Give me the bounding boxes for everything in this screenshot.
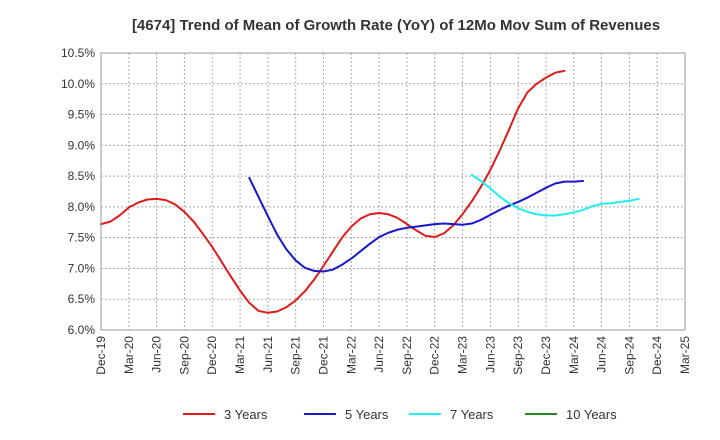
x-tick-label: Jun-20: [150, 336, 164, 373]
x-tick-label: Sep-20: [177, 336, 191, 375]
y-tick-label: 9.5%: [68, 108, 96, 122]
legend-label: 10 Years: [566, 407, 617, 422]
legend-label: 3 Years: [224, 407, 268, 422]
y-tick-label: 7.5%: [68, 231, 96, 245]
y-tick-label: 8.0%: [68, 200, 96, 214]
x-tick-label: Dec-21: [316, 336, 330, 375]
legend: 3 Years 5 Years 7 Years 10 Years: [183, 407, 617, 422]
y-tick-label: 10.0%: [61, 77, 95, 91]
x-tick-label: Dec-23: [539, 336, 553, 375]
y-tick-label: 6.5%: [68, 292, 96, 306]
x-tick-label: Sep-23: [511, 336, 525, 375]
x-tick-label: Mar-20: [122, 336, 136, 374]
y-tick-label: 7.0%: [68, 261, 96, 275]
series-line-3-years: [100, 69, 566, 314]
x-tick-label: Dec-20: [205, 336, 219, 375]
grid: [100, 52, 686, 331]
x-tick-label: Mar-24: [567, 336, 581, 374]
x-tick-label: Dec-19: [94, 336, 108, 375]
chart-title: [4674] Trend of Mean of Growth Rate (YoY…: [132, 17, 660, 34]
x-tick-label: Jun-24: [595, 336, 609, 373]
series-lines: [100, 69, 640, 314]
x-tick-label: Mar-25: [678, 336, 692, 374]
x-tick-label: Mar-21: [233, 336, 247, 374]
series-line-7-years: [470, 173, 640, 217]
y-tick-label: 9.0%: [68, 138, 96, 152]
x-tick-label: Sep-22: [400, 336, 414, 375]
x-tick-label: Sep-24: [622, 336, 636, 375]
x-tick-label: Jun-22: [372, 336, 386, 373]
legend-label: 7 Years: [450, 407, 494, 422]
x-tick-label: Sep-21: [289, 336, 303, 375]
x-tick-label: Dec-22: [428, 336, 442, 375]
plot-frame: [100, 52, 686, 331]
legend-label: 5 Years: [345, 407, 389, 422]
x-tick-label: Jun-21: [261, 336, 275, 373]
y-tick-label: 8.5%: [68, 169, 96, 183]
y-axis-ticks: 6.0% 6.5% 7.0% 7.5% 8.0% 8.5% 9.0% 9.5% 10.0% 10.…: [61, 46, 95, 337]
x-tick-label: Mar-22: [344, 336, 358, 374]
x-tick-label: Mar-23: [456, 336, 470, 374]
x-tick-label: Dec-24: [650, 336, 664, 375]
x-axis-ticks: Dec-19 Mar-20 Jun-20 Sep-20 Dec-20 Mar-21 Jun-…: [94, 336, 692, 375]
x-tick-label: Jun-23: [483, 336, 497, 373]
y-tick-label: 10.5%: [61, 46, 95, 60]
series-line-5-years: [248, 176, 585, 273]
y-tick-label: 6.0%: [68, 323, 96, 337]
